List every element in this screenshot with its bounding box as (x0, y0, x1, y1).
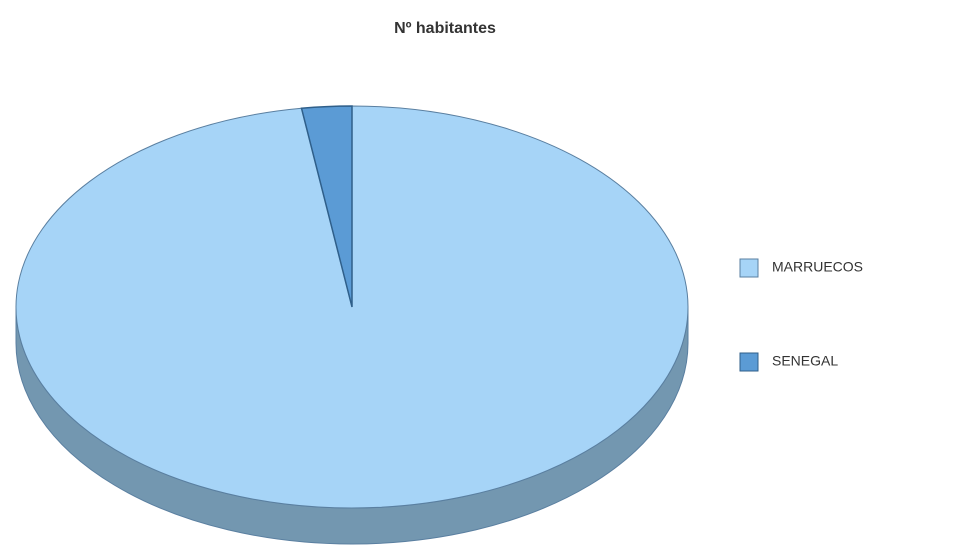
legend-label: MARRUECOS (772, 259, 863, 275)
legend-label: SENEGAL (772, 353, 838, 369)
legend-swatch (739, 352, 759, 372)
legend-swatch (739, 258, 759, 278)
pie-slice (300, 105, 353, 308)
chart-title: Nº habitantes (394, 20, 496, 37)
